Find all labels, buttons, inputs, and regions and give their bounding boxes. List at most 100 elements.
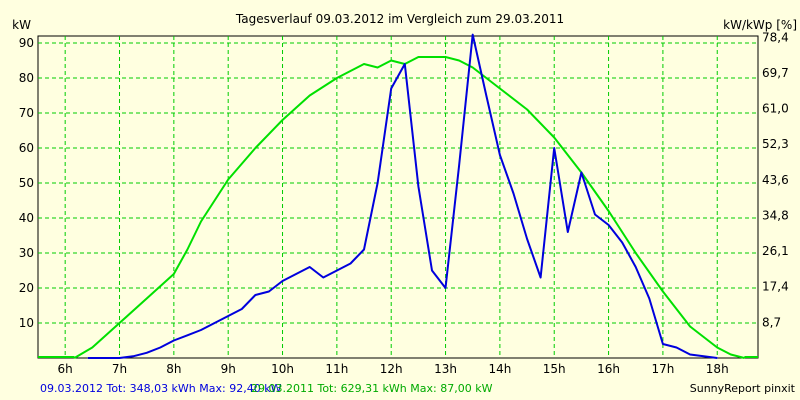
series-1-point xyxy=(648,297,650,300)
series-1-point xyxy=(417,185,419,188)
series-1-point xyxy=(377,182,379,184)
series-1-point xyxy=(186,334,188,336)
series-1-point xyxy=(608,224,610,226)
y2-tick-label: 69,7 xyxy=(762,66,789,80)
series-2-point xyxy=(377,66,379,69)
plot-area xyxy=(37,35,759,359)
series-2-point xyxy=(254,147,256,149)
x-tick-label: 15h xyxy=(543,362,566,376)
x-tick-label: 14h xyxy=(488,362,511,376)
series-2-point xyxy=(526,108,528,111)
series-1-point xyxy=(349,262,352,265)
series-2-point xyxy=(635,252,637,254)
x-tick-label: 16h xyxy=(597,362,620,376)
x-tick-label: 7h xyxy=(112,362,127,376)
legend-series-2: 29.03.2011 Tot: 629,31 kWh Max: 87,00 kW xyxy=(251,382,493,395)
series-2-point xyxy=(730,353,732,356)
y2-tick-label: 78,4 xyxy=(762,30,789,44)
y-axis-right-label: kW/kWp [%] xyxy=(723,18,797,32)
series-layer xyxy=(38,33,758,359)
series-2-point xyxy=(281,119,284,121)
series-2-point xyxy=(390,59,392,62)
series-1-point xyxy=(540,276,542,279)
y-tick-label: 90 xyxy=(19,36,34,50)
series-2-point xyxy=(186,248,188,251)
y-tick-label: 50 xyxy=(19,176,34,190)
series-1-point xyxy=(716,357,718,359)
y-tick-label: 20 xyxy=(19,281,34,295)
series-2-point xyxy=(662,290,664,293)
series-2-point xyxy=(472,66,474,69)
y2-tick-label: 26,1 xyxy=(762,244,789,258)
series-1-point xyxy=(635,266,637,268)
x-tick-label: 11h xyxy=(325,362,348,376)
series-1-point xyxy=(295,273,297,275)
series-2-point xyxy=(417,56,419,58)
series-1-point xyxy=(472,34,474,36)
x-tick-label: 6h xyxy=(58,362,73,376)
y2-tick-label: 34,8 xyxy=(762,209,789,223)
x-tick-label: 8h xyxy=(166,362,181,376)
series-1-point xyxy=(390,87,392,90)
series-1-point xyxy=(553,147,555,149)
series-2-point xyxy=(309,94,311,97)
series-2-point xyxy=(431,56,433,58)
y-tick-label: 40 xyxy=(19,211,34,225)
tick-labels: 6h 7h 8h 9h 10h 11h 12h 13h 14h 15h 16h 17h 18h 10 20 3… xyxy=(19,30,789,376)
series-1-point xyxy=(214,322,216,324)
y-tick-label: 30 xyxy=(19,246,34,260)
x-tick-label: 10h xyxy=(271,362,294,376)
series-1-point xyxy=(322,276,324,279)
series-1-point xyxy=(146,352,148,354)
series-1-point xyxy=(132,355,134,357)
series-1-point xyxy=(594,213,596,216)
series-1-point xyxy=(281,280,284,282)
series-1-point xyxy=(200,329,202,331)
series-2-point xyxy=(363,63,365,65)
y2-tick-label: 61,0 xyxy=(762,101,789,115)
series-2-point xyxy=(608,210,610,212)
series-2-point xyxy=(689,325,691,328)
series-1-point xyxy=(268,290,270,293)
x-tick-label: 18h xyxy=(706,362,729,376)
series-2-point xyxy=(553,136,555,139)
series-2-point xyxy=(200,220,202,223)
series-1-point xyxy=(621,241,623,244)
series-1-point xyxy=(336,269,338,272)
series-2-point xyxy=(444,56,447,58)
series-1-point xyxy=(105,357,107,359)
series-line-2 xyxy=(73,56,745,359)
series-2-point xyxy=(173,273,175,275)
y-tick-label: 60 xyxy=(19,141,34,155)
series-2-point xyxy=(91,346,93,349)
x-tick-label: 17h xyxy=(651,362,674,376)
series-2-point xyxy=(499,87,501,90)
series-2-point xyxy=(716,346,718,349)
y-axis-left-label: kW xyxy=(12,18,31,32)
series-1-point xyxy=(404,63,406,65)
series-1-point xyxy=(526,238,528,240)
series-1-point xyxy=(118,357,121,359)
series-1-point xyxy=(703,355,705,357)
series-1-point xyxy=(87,357,89,359)
series-1-point xyxy=(499,154,501,156)
series-2-point xyxy=(118,322,121,324)
y-tick-label: 10 xyxy=(19,316,34,330)
footer-credit: SunnyReport pinxit xyxy=(690,382,796,395)
y2-tick-label: 8,7 xyxy=(762,315,781,329)
series-1-point xyxy=(580,171,583,174)
series-2-point xyxy=(227,178,229,181)
y-tick-label: 70 xyxy=(19,106,34,120)
y2-tick-label: 52,3 xyxy=(762,137,789,151)
series-1-point xyxy=(227,315,229,317)
chart-title: Tagesverlauf 09.03.2012 im Vergleich zum… xyxy=(235,12,564,26)
series-1-point xyxy=(159,346,161,349)
legend-series-1: 09.03.2012 Tot: 348,03 kWh Max: 92,40 kW xyxy=(40,382,282,395)
series-1-point xyxy=(241,308,243,310)
y-tick-label: 80 xyxy=(19,71,34,85)
series-1-point xyxy=(363,248,365,251)
series-1-point xyxy=(485,94,487,97)
series-1-point xyxy=(431,269,433,272)
series-1-point xyxy=(173,339,175,342)
